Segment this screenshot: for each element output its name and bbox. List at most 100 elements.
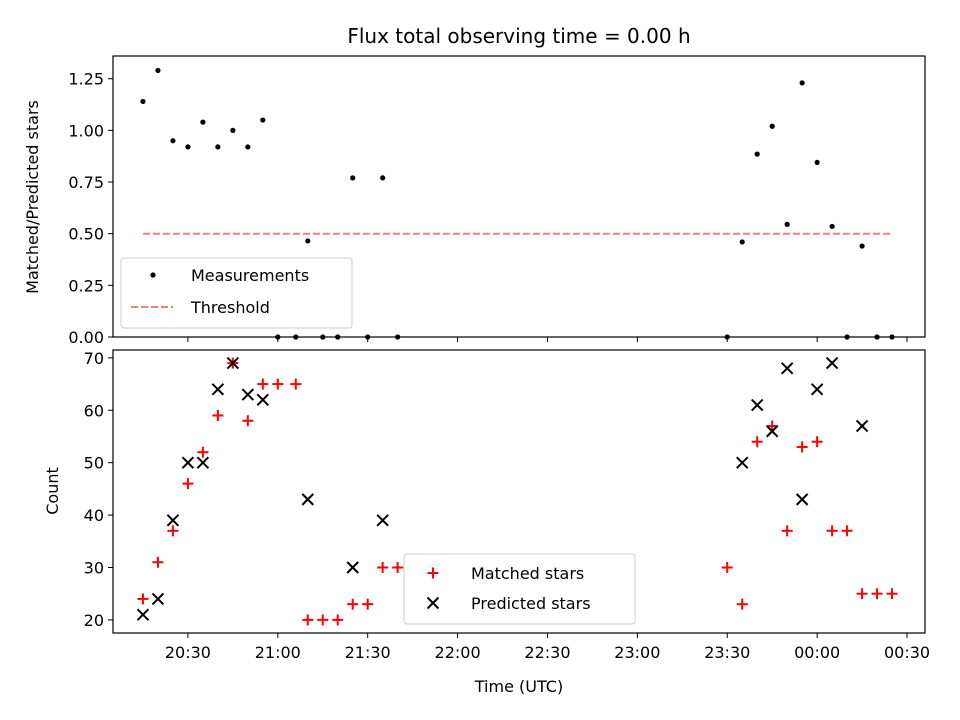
count-y-tick-label: 50 — [84, 454, 104, 473]
count-y-axis: 20 30 40 50 60 70 — [84, 349, 113, 630]
legend-label-predicted-stars: Predicted stars — [471, 594, 591, 613]
count-y-tick-label: 30 — [84, 558, 104, 577]
matched-star-point — [886, 588, 898, 600]
predicted-star-point — [765, 425, 779, 438]
count-x-tick-label: 00:30 — [884, 643, 930, 662]
matched-star-point — [242, 415, 254, 427]
matched-star-point — [781, 525, 793, 537]
count-x-axis-label: Time (UTC) — [474, 677, 563, 696]
matched-star-point — [272, 378, 284, 390]
matched-star-point — [347, 598, 359, 610]
predicted-star-point — [346, 561, 359, 574]
measurement-point — [859, 243, 865, 249]
ratio-y-tick-label: 1.25 — [68, 70, 104, 89]
predicted-star-point — [825, 356, 839, 370]
predicted-star-point — [136, 608, 150, 621]
measurement-point — [275, 334, 281, 340]
predicted-star-point — [855, 419, 869, 433]
ratio-y-axis: 0.00 0.25 0.50 0.75 1.00 1.25 — [68, 70, 113, 347]
count-x-tick-label: 23:30 — [704, 643, 750, 662]
measurement-point — [260, 117, 266, 123]
matched-star-point — [182, 478, 194, 490]
legend-marker-matched-stars — [427, 567, 439, 579]
measurement-point — [245, 144, 251, 150]
matched-star-point — [856, 588, 868, 600]
ratio-y-axis-label: Matched/Predicted stars — [23, 100, 42, 294]
legend-x-glyph — [426, 596, 440, 610]
count-x-axis: 20:30 21:00 21:30 22:00 22:30 23:00 23:30 00:00… — [165, 633, 930, 662]
legend-marker-predicted-stars — [426, 596, 440, 610]
count-x-tick-label: 23:00 — [614, 643, 660, 662]
matched-star-point — [317, 614, 329, 626]
count-x-tick-label: 20:30 — [165, 643, 211, 662]
predicted-star-point — [376, 514, 389, 527]
predicted-star-point — [256, 393, 270, 406]
measurement-point — [769, 123, 775, 129]
matched-star-point — [841, 525, 853, 537]
ratio-panel: 0.00 0.25 0.50 0.75 1.00 1.25 Matched/Predict… — [23, 55, 926, 347]
measurement-point — [889, 334, 895, 340]
ratio-y-tick-label: 1.00 — [68, 121, 104, 140]
chart-title: Flux total observing time = 0.00 h — [347, 24, 690, 48]
measurement-point — [829, 223, 835, 230]
measurement-point — [155, 67, 161, 74]
matched-star-point — [212, 410, 224, 422]
legend-plus-glyph — [427, 567, 439, 579]
matched-star-point — [811, 436, 823, 448]
measurement-point — [320, 334, 326, 340]
ratio-series — [140, 67, 895, 340]
predicted-star-point — [750, 398, 764, 412]
predicted-star-point — [780, 362, 794, 375]
matched-star-point — [736, 598, 748, 610]
ratio-legend: Measurements Threshold — [120, 257, 353, 329]
count-panel: 20 30 40 50 60 70 20:30 21:00 21:30 22:00 22:30 23… — [43, 349, 930, 696]
matched-star-point — [751, 436, 763, 448]
measurement-point — [365, 334, 371, 340]
ratio-y-tick-label: 0.25 — [68, 276, 104, 295]
ratio-y-tick-label: 0.75 — [68, 173, 104, 192]
measurement-point — [844, 334, 850, 340]
matched-star-point — [796, 441, 808, 453]
count-series — [136, 356, 898, 626]
matched-star-point — [257, 378, 269, 390]
matched-star-point — [721, 561, 733, 573]
matched-star-point — [137, 593, 149, 605]
predicted-star-point — [181, 456, 195, 469]
predicted-star-point — [166, 514, 180, 527]
ratio-plot-frame — [112, 55, 926, 338]
count-y-tick-label: 60 — [84, 401, 104, 420]
count-y-tick-label: 40 — [84, 506, 104, 525]
legend-marker-measurements — [150, 272, 156, 278]
measurement-point — [335, 334, 341, 340]
measurement-point — [724, 334, 730, 340]
predicted-star-point — [241, 388, 255, 401]
count-x-tick-label: 22:30 — [524, 643, 570, 662]
measurement-point — [293, 334, 299, 340]
matched-star-point — [332, 614, 344, 626]
count-legend: Matched stars Predicted stars — [403, 553, 636, 625]
measurement-point — [140, 98, 146, 105]
predicted-star-point — [736, 456, 749, 469]
legend-label-threshold: Threshold — [190, 298, 270, 317]
measurement-point — [170, 138, 176, 144]
measurement-point — [305, 238, 311, 244]
matched-star-point — [871, 588, 883, 600]
ratio-legend-box — [120, 257, 353, 329]
count-x-tick-label: 00:00 — [794, 643, 840, 662]
count-plot-frame — [112, 349, 926, 634]
ratio-y-tick-label: 0.50 — [68, 225, 104, 244]
measurement-point — [200, 119, 206, 125]
matched-star-point — [302, 614, 314, 626]
count-y-tick-label: 20 — [84, 611, 104, 630]
predicted-star-point — [226, 356, 240, 370]
matched-star-point — [826, 525, 838, 537]
measurement-point — [350, 175, 356, 181]
count-y-axis-label: Count — [43, 467, 62, 515]
legend-label-matched-stars: Matched stars — [471, 564, 584, 583]
measurement-point — [799, 80, 805, 86]
measurement-point — [380, 175, 386, 181]
matched-star-point — [766, 420, 778, 432]
matched-star-point — [290, 378, 302, 390]
matched-star-point — [197, 446, 209, 458]
